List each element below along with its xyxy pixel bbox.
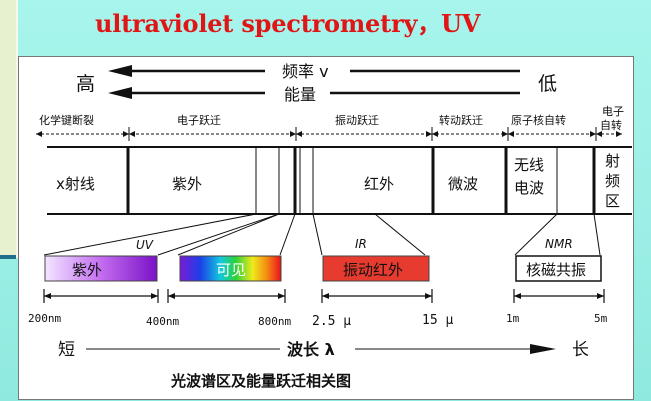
frequency-label: 频率 v <box>282 62 329 81</box>
transition-electron-spin-line1: 电子 <box>602 105 624 118</box>
diagram-caption: 光波谱区及能量跃迁相关图 <box>170 372 351 390</box>
wavelength-scale <box>43 289 605 303</box>
transition-rotation: 转动跃迁 <box>439 113 483 127</box>
left-decor-bar <box>0 0 16 258</box>
ir-box <box>322 255 430 282</box>
uv-box-label: 紫外 <box>72 261 102 279</box>
wavelength-label: 波长 λ <box>287 340 335 359</box>
scale-800nm: 800nm <box>258 315 291 328</box>
transition-electronic: 电子跃迁 <box>177 113 221 127</box>
region-xray: x射线 <box>56 175 95 193</box>
region-rf-line3: 区 <box>605 192 620 210</box>
ir-box-label: 振动红外 <box>343 261 403 279</box>
uv-callout-label: UV <box>136 238 154 252</box>
transition-vibration: 振动跃迁 <box>335 113 379 127</box>
energy-label: 能量 <box>284 85 316 104</box>
left-decor-stripe <box>16 0 18 258</box>
frequency-arrow <box>108 65 520 77</box>
spectrum-band <box>47 146 632 215</box>
ir-callout-label: IR <box>355 237 367 251</box>
scale-2-5-micron: 2.5 μ <box>312 314 351 329</box>
transition-chem-bond: 化学键断裂 <box>39 113 94 127</box>
callout-lines <box>43 213 601 256</box>
region-ir: 红外 <box>364 175 394 193</box>
uv-box <box>44 255 158 282</box>
transition-nuclear-spin: 原子核自转 <box>511 113 566 127</box>
scale-1m: 1m <box>506 312 520 325</box>
wavelength-arrowhead <box>530 344 556 354</box>
scale-400nm: 400nm <box>146 315 179 328</box>
region-rf-line1: 射 <box>605 152 620 170</box>
high-label: 高 <box>76 73 95 95</box>
wavelength-long-label: 长 <box>572 340 589 360</box>
wavelength-short-label: 短 <box>58 340 75 360</box>
wavelength-scale-arrowheads <box>44 293 604 299</box>
nmr-box-label: 核磁共振 <box>526 261 586 279</box>
region-radio-line2: 电波 <box>514 179 544 197</box>
page-title: ultraviolet spectrometry，UV <box>95 9 481 38</box>
scale-5m: 5m <box>594 312 608 325</box>
region-rf-line2: 频 <box>605 172 620 190</box>
region-microwave: 微波 <box>448 175 478 193</box>
visible-box-label: 可见 <box>216 261 246 279</box>
nmr-callout-label: NMR <box>545 237 573 251</box>
region-uv: 紫外 <box>172 175 202 193</box>
scale-200nm: 200nm <box>28 312 61 325</box>
diagram-panel <box>18 56 634 400</box>
left-decor-line <box>0 255 16 259</box>
energy-arrow <box>108 87 520 99</box>
transition-range-arrowheads <box>36 131 622 137</box>
scale-15-micron: 15 μ <box>422 313 453 328</box>
low-label: 低 <box>538 73 557 95</box>
region-radio-line1: 无线 <box>514 156 544 174</box>
transition-electron-spin-line2: 自转 <box>600 118 622 132</box>
nmr-box <box>515 255 602 282</box>
visible-box <box>179 255 282 282</box>
